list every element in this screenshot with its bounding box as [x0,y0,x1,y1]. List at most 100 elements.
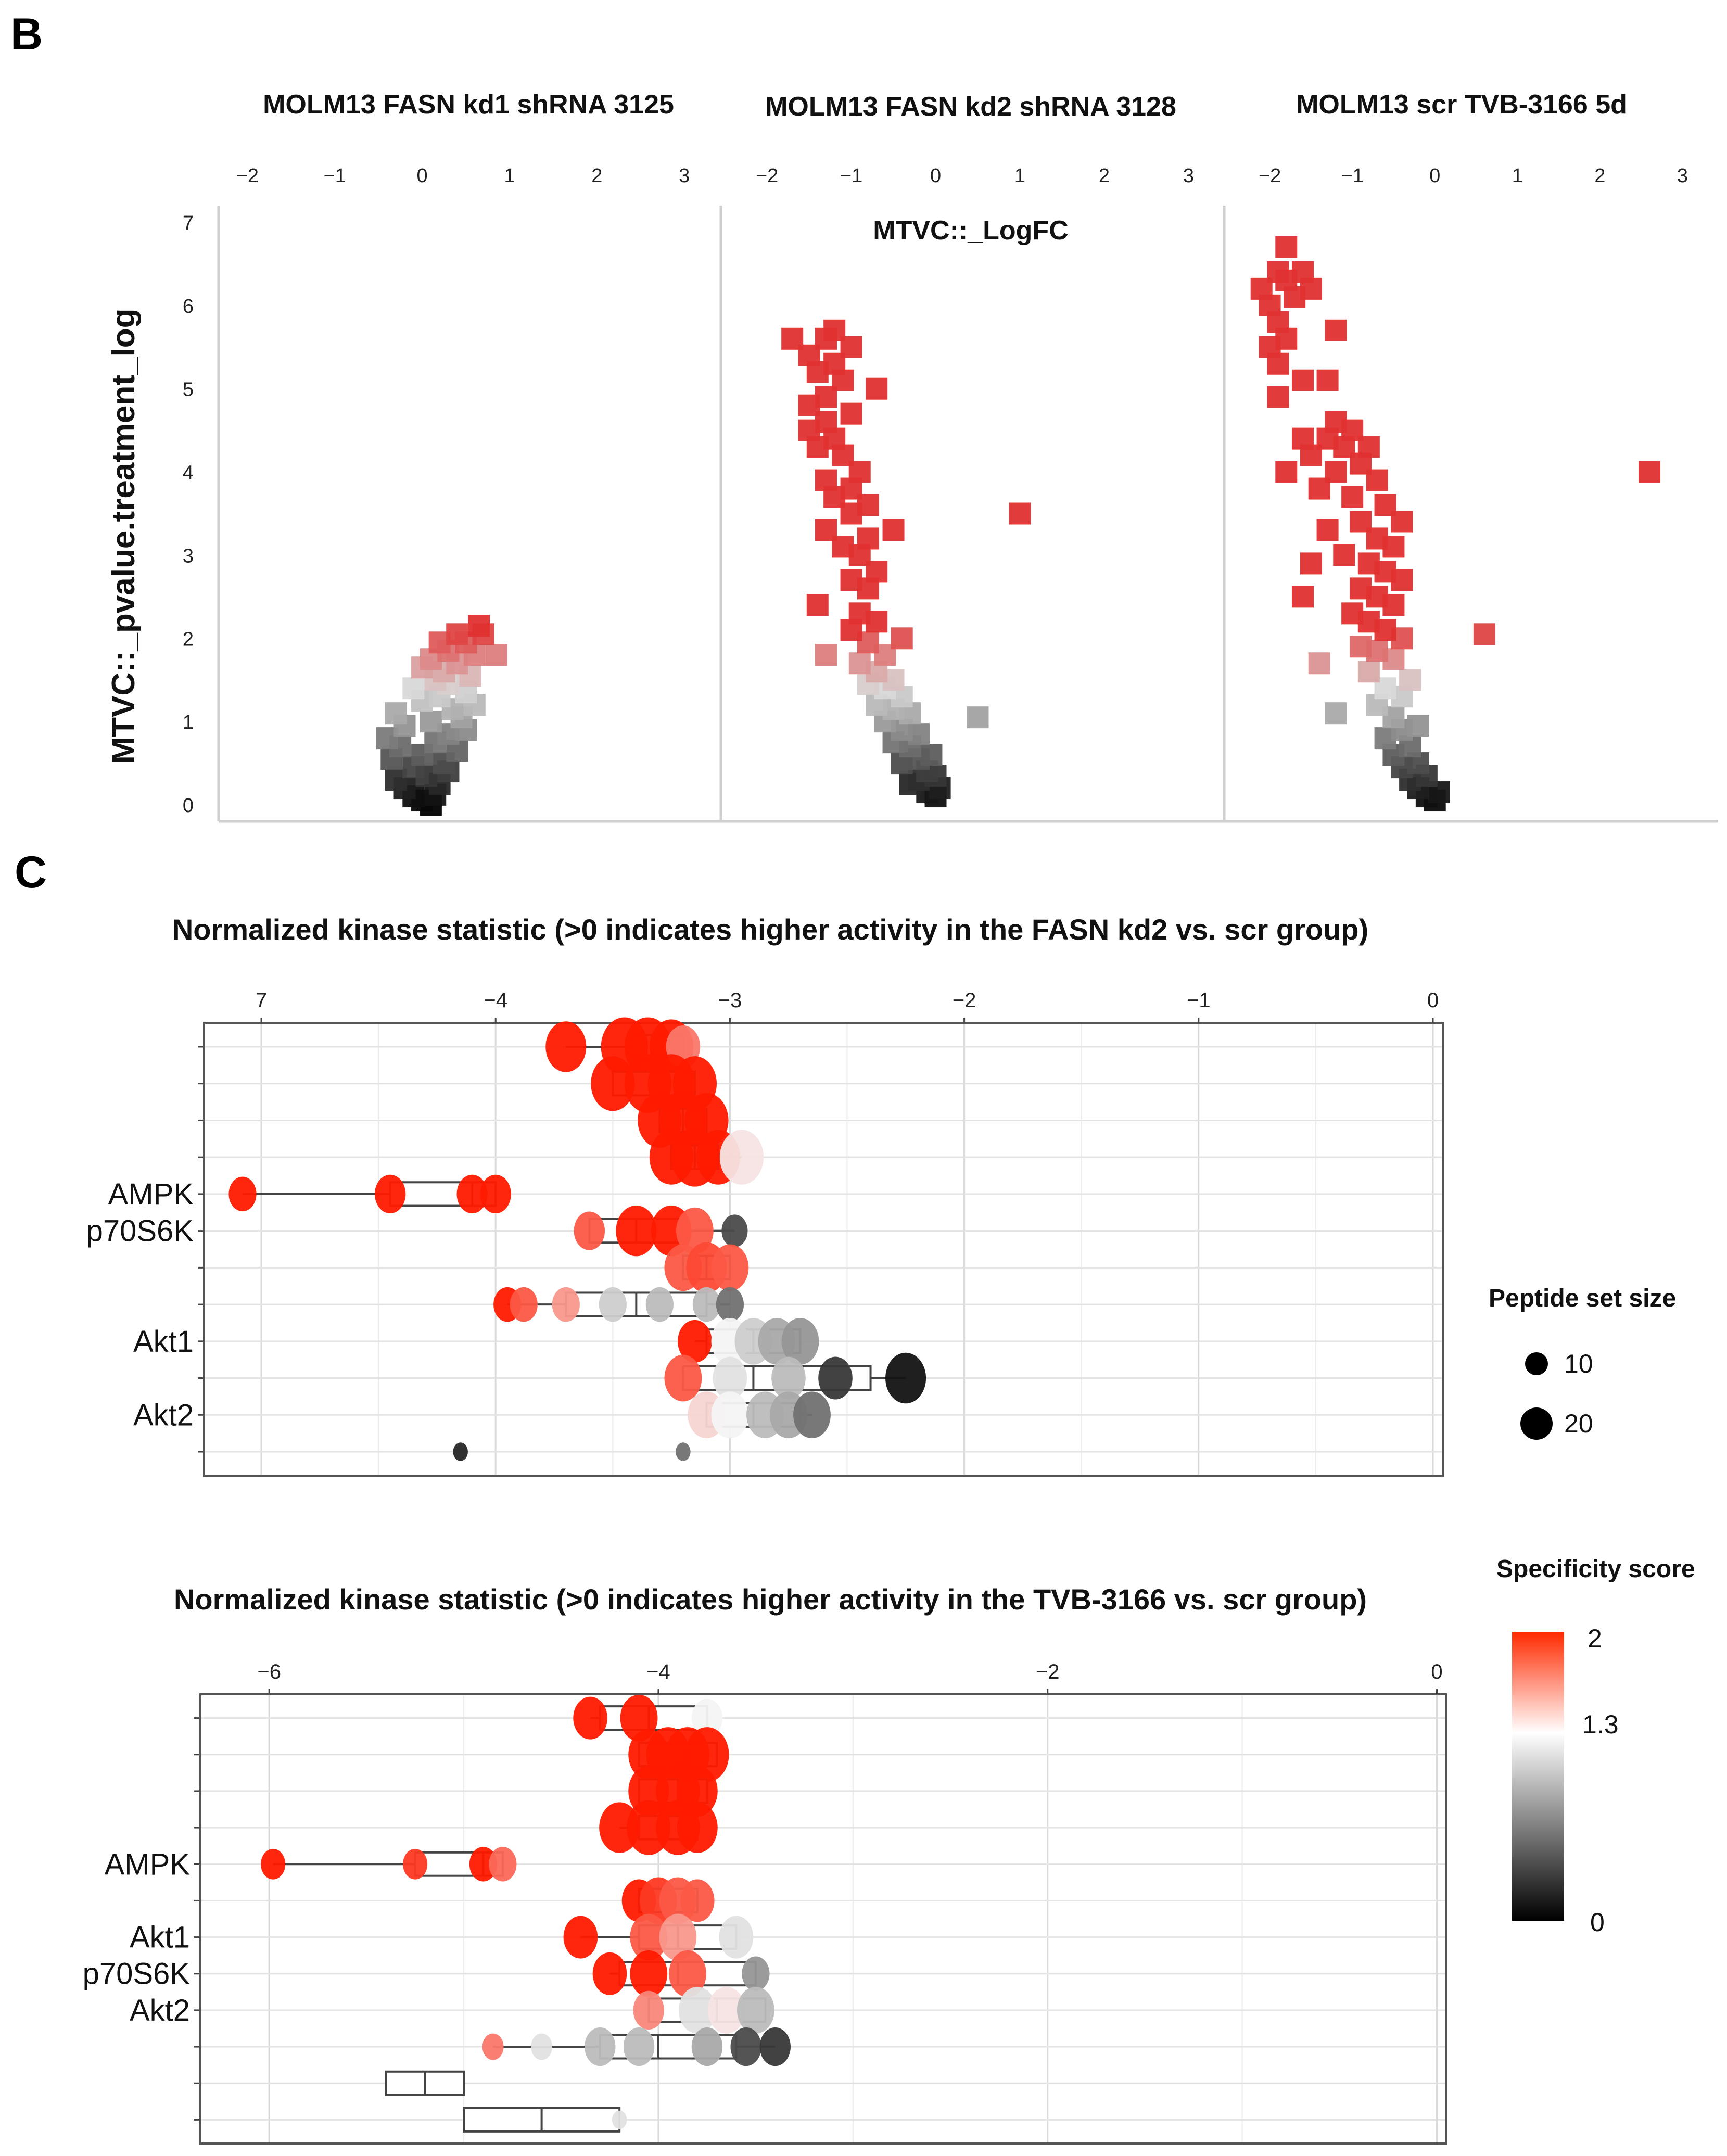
x-tick-label: 3 [1677,165,1688,187]
kinase-row-label: Akt2 [130,1994,190,2027]
kinase-point [456,1174,488,1214]
facet-title-1: MOLM13 FASN kd1 shRNA 3125 [263,90,674,120]
x-tick-label: 1 [1014,165,1025,187]
y-tick-label: 5 [183,379,194,401]
x-tick-label: 2 [1594,165,1605,187]
x-tick-label: 1 [1512,165,1523,187]
y-tick-label: 7 [183,212,194,234]
size-legend-label-10: 10 [1564,1349,1593,1378]
kinase-point [630,1950,668,1997]
data-point [1308,652,1330,675]
data-point [468,615,490,637]
x-tick-label: 2 [591,165,602,187]
data-point [1639,461,1660,483]
kinase-point [552,1287,580,1322]
kinase-point [711,1391,749,1439]
panel-label-c: C [15,847,47,897]
x-tick-label: 1 [504,165,515,187]
kinase-point [719,1916,754,1959]
kinase-point [759,2027,791,2066]
data-point [1473,623,1495,645]
kinase-point [591,1056,635,1111]
x-tick-label: 7 [256,989,267,1012]
kinase-point [736,1987,774,2034]
data-point [446,623,468,645]
color-legend-title: Specificity score [1496,1555,1695,1583]
kinase-point [771,1356,806,1400]
x-tick-label: 0 [1427,989,1439,1012]
kinase-point [659,1913,697,1961]
data-point [1292,427,1314,450]
data-point [1292,261,1314,283]
legends: Peptide set size 10 20 Specificity score… [1489,1285,1695,1937]
y-tick-label: 6 [183,296,194,318]
kinase-row-label: AMPK [105,1847,191,1881]
y-tick-label: 4 [183,462,194,484]
kinase-point [574,1211,605,1250]
kinase-point [510,1287,538,1322]
x-tick-label: −2 [1259,165,1281,187]
kinase-point [453,1442,468,1461]
y-tick-label: 0 [183,795,194,817]
kinase-boxplot-tvb: Normalized kinase statistic (>0 indicate… [83,1583,1447,2145]
data-point [402,677,425,700]
data-point [1267,386,1289,408]
data-point [1292,586,1314,608]
data-point [1357,661,1380,683]
kinase-point [599,1287,627,1322]
kinase-point [713,1356,747,1400]
size-legend-title: Peptide set size [1489,1285,1676,1312]
data-point [420,711,442,733]
data-point [1300,552,1322,575]
kinase-point [716,1287,744,1322]
plot-frame [199,1693,1447,2145]
data-point [1316,369,1339,391]
data-point [1267,261,1289,283]
y-tick-label: 2 [183,628,194,650]
kinase-point [818,1356,853,1400]
kinase-point [691,2027,723,2066]
color-legend-tick-0: 0 [1590,1908,1605,1937]
data-point [1325,702,1347,725]
kinase-point [469,1847,498,1882]
data-point [806,594,829,616]
kinase-point [612,2110,627,2129]
kinase-point [793,1391,831,1439]
data-point [891,627,913,650]
kinase-point [719,1130,764,1185]
data-point [485,644,507,666]
kinase-point [633,1990,664,2030]
data-point [1350,511,1372,533]
data-point [815,644,837,666]
color-legend-bar [1512,1632,1564,1921]
kinase-point [711,1244,749,1291]
data-point [1357,552,1380,575]
facet-title-3: MOLM13 scr TVB-3166 5d [1296,90,1627,120]
x-tick-label: −1 [840,165,862,187]
kinase-row-label: Akt2 [133,1398,194,1432]
kinase-row-label: p70S6K [83,1957,191,1991]
kinase-point [691,1698,723,1738]
data-point [1350,577,1372,600]
kinase-point [692,1287,721,1322]
data-point [866,377,888,400]
data-point [882,519,905,541]
plot-area [200,1694,1446,2144]
data-point [1275,236,1298,258]
kinase-point [730,2027,761,2066]
volcano-facets: MOLM13 FASN kd1 shRNA 3125 MOLM13 FASN k… [106,90,1718,823]
color-legend-tick-1-3: 1.3 [1582,1710,1619,1739]
x-tick-label: −4 [484,989,507,1012]
data-point [1407,715,1429,737]
data-point [1292,369,1314,391]
kinase-point [678,1987,716,2034]
x-tick-label: 3 [1183,165,1194,187]
size-legend-label-20: 20 [1564,1409,1593,1438]
data-point [1341,602,1364,625]
kinase-plot-title-tvb: Normalized kinase statistic (>0 indicate… [174,1583,1367,1616]
plot-frame [203,1022,1444,1477]
kinase-point [678,1320,712,1363]
data-point [1009,502,1031,525]
x-tick-label: −2 [236,165,259,187]
x-tick-label: −3 [718,989,742,1012]
